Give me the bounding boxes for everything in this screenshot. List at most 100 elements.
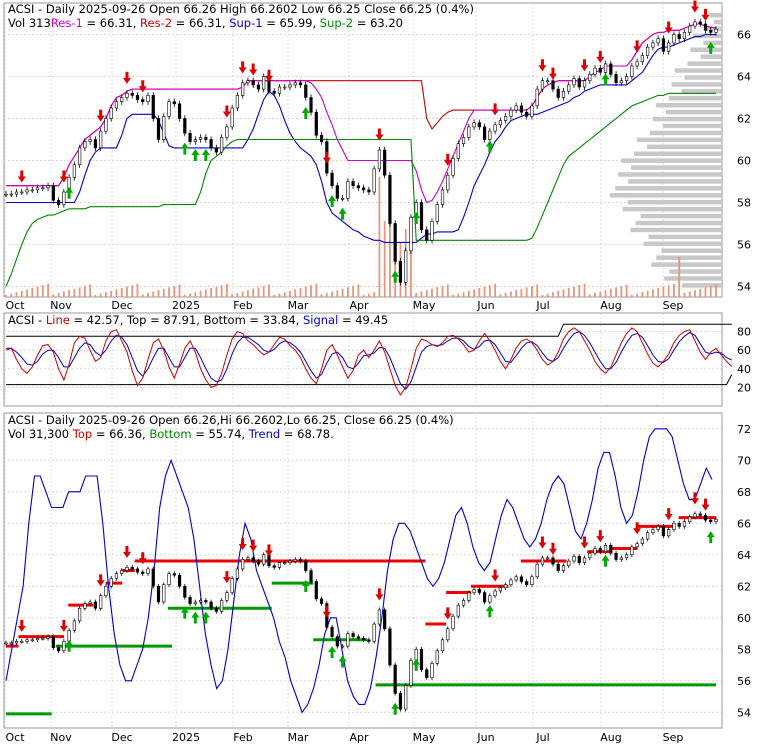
volume-bar [436, 287, 439, 297]
trend-candle-body [677, 522, 681, 527]
trend-candle-body [414, 648, 418, 661]
price-candle-body [435, 204, 439, 222]
volume-profile-bar [693, 33, 722, 39]
volume-bar [120, 288, 123, 297]
trend-candle-body [461, 600, 466, 606]
price-candle-body [220, 137, 224, 153]
trend-sell-arrow [96, 574, 105, 587]
volume-bar [62, 291, 65, 297]
volume-profile-bar [621, 158, 722, 163]
price-tick-label: 56 [737, 239, 751, 252]
bottom-x-label: Mar [288, 731, 309, 744]
trend-sell-arrow [491, 569, 500, 582]
volume-profile-bar [668, 96, 722, 101]
price-tick-label: 64 [737, 71, 751, 84]
volume-bar [688, 291, 691, 297]
trend-candle-body [183, 585, 187, 598]
trend-candle-body [20, 641, 24, 643]
trend-candle-body [561, 565, 566, 571]
price-candle-body [372, 168, 376, 193]
price-candle-body [125, 93, 129, 98]
trend-buy-arrow [191, 611, 200, 624]
volume-bar [331, 291, 333, 297]
volume-bar [110, 290, 113, 297]
volume-bar [420, 291, 423, 297]
price-candle-body [246, 80, 250, 84]
trend-buy-arrow [706, 531, 715, 544]
volume-bar [373, 292, 376, 297]
trend-tick-label: 64 [737, 549, 751, 562]
price-tick-label: 66 [737, 29, 751, 42]
trend-tick-label: 58 [737, 643, 751, 656]
top-x-label: Dec [111, 299, 132, 312]
oscillator-tick-label: 20 [737, 381, 751, 394]
volume-bar [15, 292, 18, 297]
trend-candle-body [577, 556, 581, 563]
price-legend-item-3: Res-2 [140, 16, 172, 30]
price-panel: 54 56 58 60 62 64 66 ACSI - Daily 2025-09-26 O… [3, 0, 751, 298]
price-tick-label: 58 [737, 197, 751, 210]
bottom-x-label: Dec [111, 731, 132, 744]
oscillator-panel-frame [3, 312, 723, 407]
trend-candle-body [456, 604, 460, 617]
volume-bar [552, 292, 554, 297]
volume-bar [283, 292, 286, 297]
trend-candle-body [530, 576, 534, 585]
oscillator-gridlines [4, 313, 722, 406]
volume-profile-bar [647, 144, 722, 150]
volume-bar [499, 294, 502, 297]
price-candle-body [451, 158, 455, 176]
top-x-label: Apr [349, 299, 369, 312]
volume-bar [141, 294, 144, 297]
volume-profile-bar [630, 227, 722, 233]
price-candle-body [330, 172, 334, 187]
trend-sell-arrow [701, 498, 710, 511]
trend-candle-body [214, 607, 218, 612]
price-candle-body [314, 111, 318, 136]
price-tick-label: 62 [737, 113, 751, 126]
volume-profile-bar [656, 255, 722, 260]
trend-legend-item-0: Vol 31,300 [8, 427, 73, 441]
oscillator-bottom-line [6, 374, 733, 386]
trend-candle-body [367, 639, 371, 642]
sell-arrow [122, 71, 131, 84]
sell-arrow [322, 151, 331, 164]
trend-candle-body [477, 589, 481, 593]
oscillator-legend-item-1: Line [46, 313, 70, 327]
price-candle-body [556, 88, 560, 98]
trend-candle-body [319, 598, 324, 604]
price-candle-body [293, 82, 297, 86]
price-candle-body [709, 29, 713, 33]
trend-candle-body [267, 554, 271, 567]
trend-candle-body [35, 637, 40, 641]
trend-candle-body [525, 581, 529, 585]
trend-panel-legend: Vol 31,300 Top = 66.36, Bottom = 55.74, … [8, 427, 334, 441]
price-candle-body [640, 55, 644, 63]
trend-tick-label: 70 [737, 454, 751, 467]
price-candle-body [651, 42, 655, 48]
price-legend-item-5: Sup-1 [229, 16, 262, 30]
volume-bar [662, 286, 665, 297]
volume-bar [410, 216, 412, 297]
volume-bar [609, 288, 612, 297]
trend-candle-body [498, 587, 502, 592]
price-legend-item-4: = 66.31, [172, 16, 229, 30]
price-candle-body [624, 76, 629, 81]
volume-profile-bar [709, 12, 722, 18]
trend-candle-body [25, 639, 29, 642]
trend-buy-arrow [180, 606, 189, 619]
price-candle-body [262, 76, 266, 90]
trend-candle-body [135, 568, 140, 573]
volume-bar [588, 294, 591, 297]
volume-bar [220, 285, 223, 297]
trend-candle-body [330, 626, 334, 637]
price-candle-body [104, 118, 108, 132]
trend-legend-item-2: = 66.36, [92, 427, 149, 441]
trend-candle-body [514, 576, 518, 581]
volume-bar [667, 285, 670, 297]
price-candle-body [598, 67, 602, 73]
volume-bar [383, 221, 386, 297]
volume-bar [325, 292, 328, 297]
price-candle-body [693, 21, 697, 27]
trend-candle-body [277, 562, 282, 568]
